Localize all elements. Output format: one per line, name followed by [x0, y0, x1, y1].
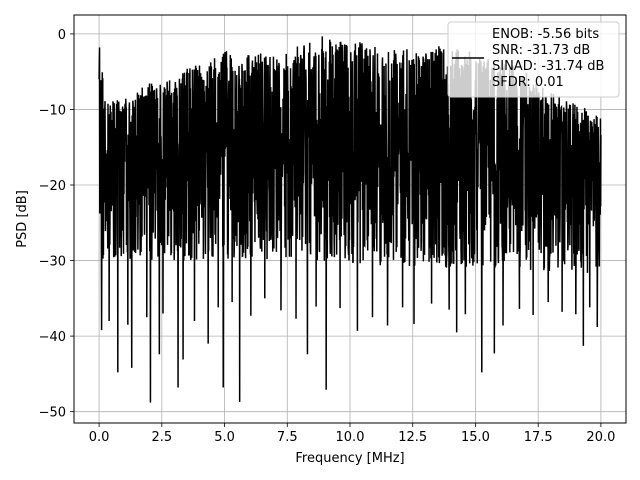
y-tick-label: 0: [58, 28, 66, 43]
x-axis-label: Frequency [MHz]: [295, 451, 404, 466]
legend-entry: ENOB: -5.56 bits SNR: -31.73 dB SINAD: -31…: [492, 27, 604, 90]
x-tick-label: 7.5: [277, 430, 298, 445]
x-tick-label: 10.0: [336, 430, 365, 445]
x-tick-label: 2.5: [151, 430, 172, 445]
y-tick-label: −50: [39, 406, 66, 421]
y-tick-label: −20: [39, 179, 66, 194]
x-tick-label: 0.0: [89, 430, 110, 445]
legend-box: [447, 21, 620, 98]
legend: ENOB: -5.56 bits SNR: -31.73 dB SINAD: -31…: [447, 21, 620, 98]
y-axis-ticks: 0 −10 −20 −30 −40 −50: [39, 28, 74, 421]
y-axis-label: PSD [dB]: [15, 190, 30, 248]
x-tick-label: 5.0: [214, 430, 235, 445]
legend-entry-line: SINAD: -31.74 dB: [492, 59, 604, 74]
legend-entry-line: SNR: -31.73 dB: [492, 43, 590, 58]
x-axis-ticks: 0.0 2.5 5.0 7.5 10.0 12.5 15.0 17.5 20.0: [89, 423, 615, 445]
legend-entry-line: SFDR: 0.01: [492, 75, 564, 90]
y-tick-label: −40: [39, 330, 66, 345]
psd-series-line: [98, 36, 602, 403]
x-tick-label: 17.5: [524, 430, 553, 445]
y-tick-label: −10: [39, 103, 66, 118]
legend-entry-line: ENOB: -5.56 bits: [492, 27, 599, 42]
x-tick-label: 20.0: [586, 430, 615, 445]
y-tick-label: −30: [39, 255, 66, 270]
x-tick-label: 15.0: [461, 430, 490, 445]
x-tick-label: 12.5: [398, 430, 427, 445]
